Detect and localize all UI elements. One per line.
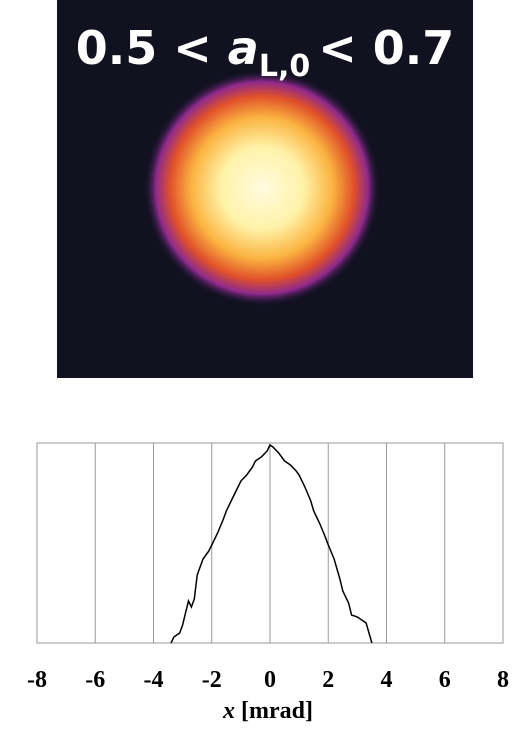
title-symbol: a bbox=[228, 21, 259, 75]
x-tick-label: 8 bbox=[497, 667, 509, 693]
x-label-unit: [mrad] bbox=[241, 698, 313, 724]
x-tick-label: -6 bbox=[85, 667, 105, 693]
x-tick-label: -8 bbox=[27, 667, 47, 693]
x-tick-label: 4 bbox=[381, 667, 393, 693]
plot-frame bbox=[36, 442, 504, 644]
x-tick-label: -4 bbox=[144, 667, 164, 693]
x-axis-label: x [mrad] bbox=[222, 698, 313, 724]
x-tick-label: 0 bbox=[264, 667, 276, 693]
x-label-symbol: x bbox=[222, 698, 235, 724]
image-title: 0.5 < aL,0 < 0.7 bbox=[76, 21, 455, 84]
x-tick-label: 2 bbox=[322, 667, 334, 693]
title-prefix: 0.5 < bbox=[76, 21, 212, 75]
x-tick-label: 6 bbox=[439, 667, 451, 693]
title-suffix: < 0.7 bbox=[318, 21, 454, 75]
x-tick-label: -2 bbox=[202, 667, 222, 693]
title-subscript: L,0 bbox=[259, 49, 310, 84]
beam-spot bbox=[144, 70, 380, 306]
profile-line bbox=[170, 443, 373, 644]
line-plot: -8 -6 -4 -2 0 2 4 6 8 bbox=[27, 442, 509, 693]
